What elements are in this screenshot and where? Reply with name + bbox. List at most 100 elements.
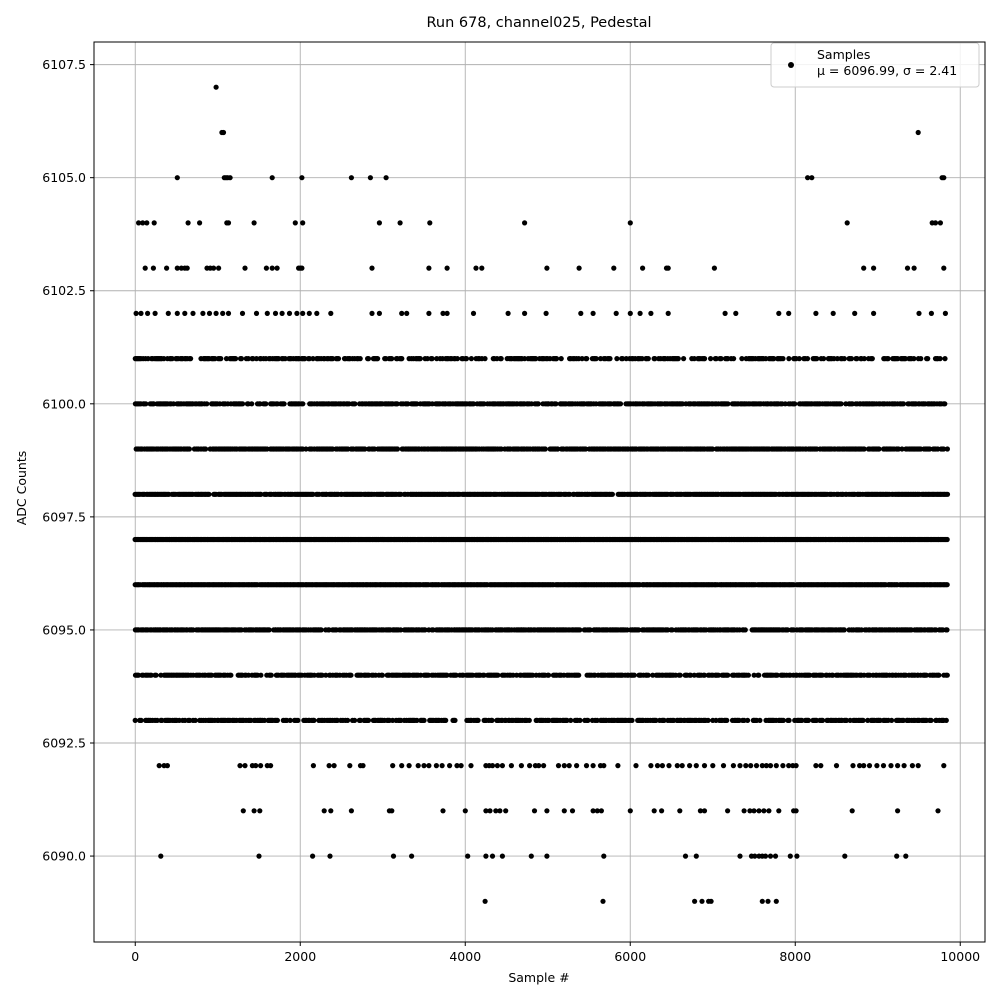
- sample-point: [302, 356, 308, 362]
- sample-point: [918, 356, 924, 362]
- sample-point: [295, 717, 301, 724]
- sample-point: [627, 310, 633, 316]
- sample-point: [394, 446, 401, 452]
- sample-point: [681, 356, 687, 362]
- sample-point: [352, 401, 358, 407]
- sample-point: [299, 175, 305, 181]
- sample-point: [838, 401, 844, 407]
- sample-point: [174, 175, 180, 181]
- sample-point: [937, 220, 944, 226]
- sample-point: [640, 265, 646, 271]
- sample-point: [375, 356, 381, 362]
- sample-point: [925, 356, 931, 362]
- sample-point: [211, 265, 217, 271]
- sample-point: [904, 265, 911, 271]
- sample-point: [242, 265, 248, 271]
- sample-point: [542, 446, 548, 452]
- sample-point: [900, 401, 907, 407]
- sample-point: [578, 310, 584, 316]
- sample-point: [300, 401, 306, 407]
- sample-point: [590, 310, 596, 316]
- sample-point: [577, 627, 583, 633]
- sample-point: [944, 672, 950, 678]
- sample-point: [404, 310, 410, 316]
- chart-title: Run 678, channel025, Pedestal: [426, 15, 651, 31]
- sample-point: [665, 265, 671, 271]
- sample-point: [264, 310, 270, 316]
- sample-point: [463, 356, 470, 362]
- sample-point: [345, 717, 351, 724]
- sample-point: [708, 356, 714, 362]
- sample-point: [584, 356, 590, 362]
- sample-point: [745, 717, 751, 724]
- sample-point: [142, 265, 148, 271]
- sample-point: [440, 310, 446, 316]
- sample-point: [379, 672, 385, 678]
- sample-point: [805, 175, 811, 181]
- sample-point: [174, 265, 180, 271]
- sample-point: [394, 401, 400, 407]
- sample-point: [942, 356, 948, 362]
- sample-point: [282, 356, 288, 362]
- sample-point: [369, 310, 375, 316]
- sample-point: [294, 310, 300, 316]
- sample-point: [713, 356, 719, 362]
- sample-point: [421, 717, 427, 724]
- sample-point: [263, 265, 269, 271]
- sample-point: [705, 717, 711, 724]
- sample-point: [911, 356, 917, 362]
- sample-point: [479, 265, 485, 271]
- sample-point: [251, 220, 257, 226]
- sample-point: [804, 356, 811, 362]
- sample-point: [585, 717, 591, 724]
- sample-point: [417, 356, 423, 362]
- sample-point: [796, 356, 802, 362]
- sample-point: [786, 310, 792, 316]
- sample-point: [941, 446, 947, 452]
- sample-point: [711, 265, 718, 271]
- sample-point: [216, 265, 222, 271]
- sample-point: [258, 672, 264, 678]
- sample-point: [357, 356, 363, 362]
- sample-point: [568, 717, 574, 724]
- sample-point: [269, 265, 275, 271]
- sample-point: [203, 446, 209, 452]
- sample-point: [915, 129, 921, 136]
- sample-point: [238, 356, 245, 362]
- sample-point: [138, 717, 144, 724]
- sample-point: [186, 446, 192, 452]
- sample-point: [369, 265, 375, 271]
- sample-point: [144, 220, 150, 226]
- sample-point: [258, 491, 264, 497]
- sample-point: [860, 717, 866, 724]
- sample-point: [555, 446, 561, 452]
- sample-point: [150, 265, 156, 271]
- sample-point: [577, 717, 583, 724]
- sample-point: [639, 356, 645, 362]
- sample-point: [916, 310, 922, 316]
- sample-point: [776, 310, 782, 316]
- sample-point: [213, 310, 219, 316]
- sample-point: [399, 356, 405, 362]
- sample-point: [911, 265, 917, 271]
- sample-point: [814, 356, 820, 362]
- sample-point: [140, 220, 146, 226]
- sample-point: [861, 265, 867, 271]
- sample-point: [169, 356, 175, 362]
- sample-point: [742, 627, 748, 633]
- sample-point: [899, 446, 905, 452]
- sample-point: [780, 356, 786, 362]
- sample-point: [593, 356, 599, 362]
- sample-point: [240, 401, 246, 407]
- sample-point: [300, 220, 306, 226]
- sample-point: [637, 310, 643, 316]
- sample-point: [648, 310, 654, 316]
- sample-point: [739, 356, 745, 362]
- sample-point: [330, 356, 336, 362]
- sample-point: [300, 310, 306, 316]
- sample-point: [383, 175, 389, 181]
- sample-point: [136, 220, 142, 226]
- sample-point: [132, 717, 138, 724]
- sample-point: [228, 672, 234, 678]
